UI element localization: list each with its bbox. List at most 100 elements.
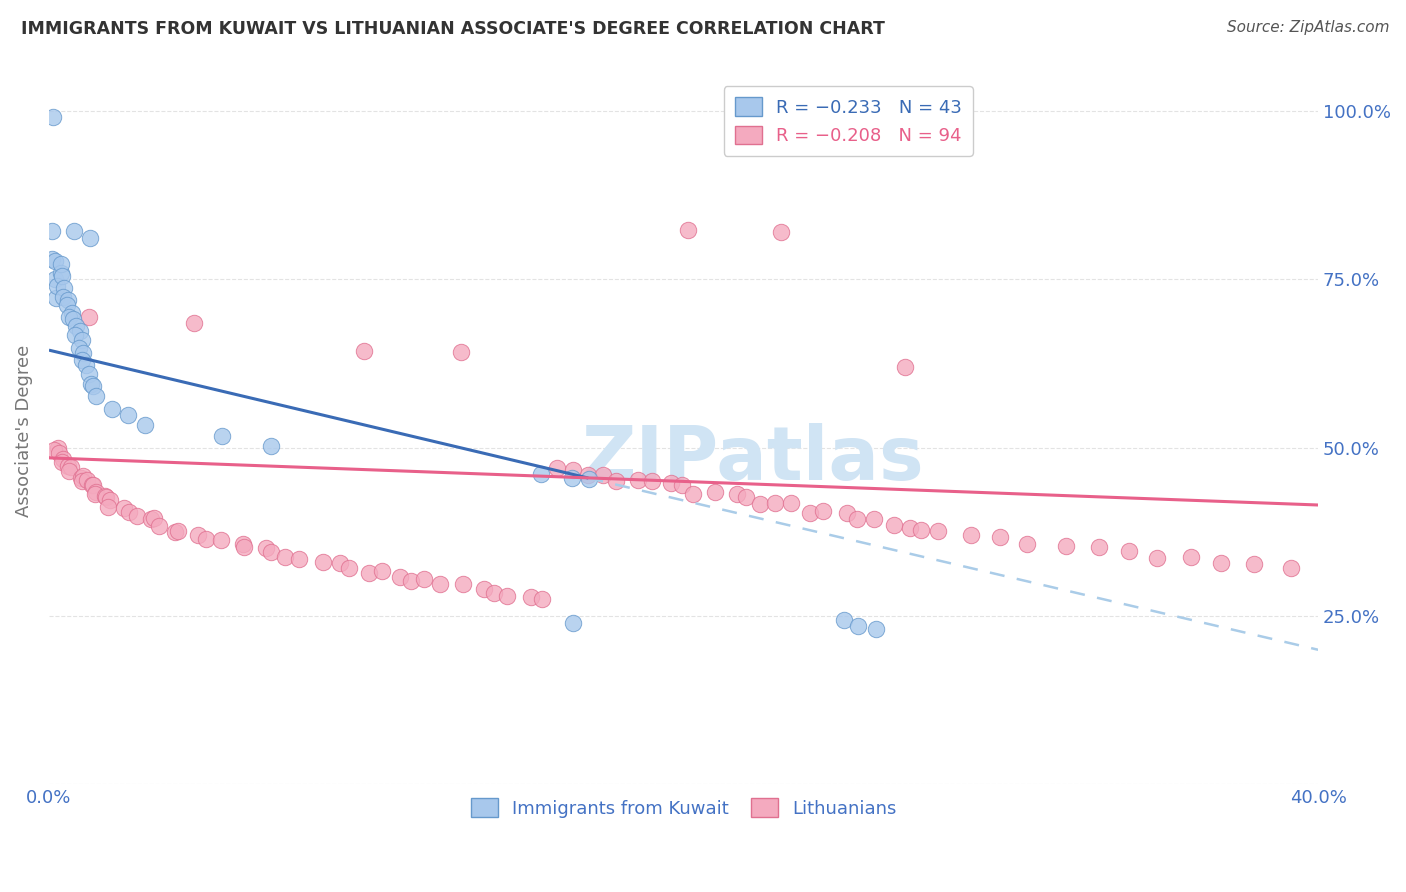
- Point: [117, 408, 139, 422]
- Point: [211, 429, 233, 443]
- Point: [734, 490, 756, 504]
- Point: [46, 441, 69, 455]
- Point: [520, 590, 543, 604]
- Point: [163, 524, 186, 539]
- Point: [1015, 537, 1038, 551]
- Point: [927, 524, 949, 538]
- Point: [605, 474, 627, 488]
- Point: [578, 472, 600, 486]
- Point: [167, 524, 190, 539]
- Point: [142, 511, 165, 525]
- Point: [1243, 557, 1265, 571]
- Point: [910, 523, 932, 537]
- Point: [80, 377, 103, 392]
- Point: [49, 257, 72, 271]
- Point: [97, 500, 120, 514]
- Point: [288, 552, 311, 566]
- Point: [530, 592, 553, 607]
- Point: [780, 496, 803, 510]
- Point: [58, 310, 80, 324]
- Point: [1209, 556, 1232, 570]
- Point: [134, 417, 156, 432]
- Point: [561, 616, 583, 631]
- Point: [337, 561, 360, 575]
- Point: [678, 223, 700, 237]
- Point: [53, 281, 76, 295]
- Point: [118, 505, 141, 519]
- Text: Source: ZipAtlas.com: Source: ZipAtlas.com: [1226, 20, 1389, 35]
- Point: [41, 252, 63, 266]
- Point: [626, 474, 648, 488]
- Point: [93, 489, 115, 503]
- Point: [46, 279, 69, 293]
- Point: [357, 566, 380, 580]
- Legend: Immigrants from Kuwait, Lithuanians: Immigrants from Kuwait, Lithuanians: [464, 791, 904, 825]
- Point: [232, 540, 254, 554]
- Point: [799, 506, 821, 520]
- Point: [209, 533, 232, 548]
- Point: [52, 290, 75, 304]
- Point: [482, 586, 505, 600]
- Point: [811, 504, 834, 518]
- Point: [1088, 540, 1111, 554]
- Point: [80, 478, 103, 492]
- Point: [56, 298, 79, 312]
- Point: [62, 224, 84, 238]
- Point: [329, 556, 352, 570]
- Point: [1054, 539, 1077, 553]
- Point: [846, 512, 869, 526]
- Point: [988, 530, 1011, 544]
- Point: [1279, 561, 1302, 575]
- Point: [69, 470, 91, 484]
- Point: [450, 345, 472, 359]
- Point: [254, 541, 277, 556]
- Point: [894, 360, 917, 375]
- Point: [56, 293, 79, 308]
- Point: [260, 545, 283, 559]
- Point: [576, 468, 599, 483]
- Point: [42, 442, 65, 457]
- Point: [388, 570, 411, 584]
- Point: [45, 291, 67, 305]
- Y-axis label: Associate's Degree: Associate's Degree: [15, 345, 32, 517]
- Point: [75, 359, 97, 373]
- Point: [863, 512, 886, 526]
- Point: [139, 512, 162, 526]
- Point: [312, 555, 335, 569]
- Point: [183, 316, 205, 330]
- Point: [44, 272, 66, 286]
- Point: [70, 475, 93, 489]
- Point: [60, 460, 83, 475]
- Point: [195, 532, 218, 546]
- Point: [187, 528, 209, 542]
- Point: [370, 565, 392, 579]
- Point: [60, 306, 83, 320]
- Point: [42, 111, 65, 125]
- Point: [592, 467, 614, 482]
- Point: [84, 389, 107, 403]
- Point: [960, 528, 983, 542]
- Point: [1118, 544, 1140, 558]
- Point: [413, 572, 436, 586]
- Point: [67, 341, 90, 355]
- Point: [834, 613, 856, 627]
- Point: [562, 463, 585, 477]
- Point: [84, 484, 107, 499]
- Point: [769, 225, 792, 239]
- Point: [125, 508, 148, 523]
- Point: [41, 224, 63, 238]
- Point: [72, 353, 94, 368]
- Point: [63, 328, 86, 343]
- Point: [704, 485, 727, 500]
- Point: [883, 518, 905, 533]
- Point: [725, 487, 748, 501]
- Point: [76, 473, 98, 487]
- Point: [52, 451, 75, 466]
- Point: [763, 496, 786, 510]
- Point: [58, 464, 80, 478]
- Point: [82, 477, 104, 491]
- Point: [546, 461, 568, 475]
- Point: [640, 475, 662, 489]
- Point: [1146, 551, 1168, 566]
- Point: [148, 519, 170, 533]
